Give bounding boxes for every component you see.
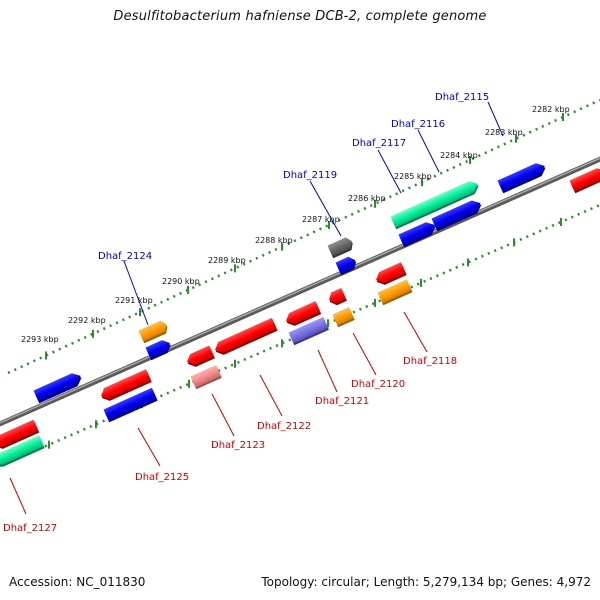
gene-label[interactable]: Dhaf_2116 [391,119,445,130]
scale-label: 2291 kbp [115,296,153,305]
scale-label: 2286 kbp [348,194,386,203]
scale-label: 2283 kbp [485,128,523,137]
gene-feature-orange[interactable] [332,307,355,328]
scale-label: 2284 kbp [440,151,478,160]
gene-label[interactable]: Dhaf_2125 [135,472,189,483]
scale-ticks [45,113,564,449]
gene-feature-blue[interactable] [398,219,438,248]
gene-feature-blue[interactable] [145,338,174,361]
gene-feature-gray[interactable] [327,236,356,259]
gene-label[interactable]: Dhaf_2122 [257,421,311,432]
accession-text: Accession: NC_011830 [9,575,146,589]
gene-feature-purple[interactable] [288,316,329,346]
scale-label: 2287 kbp [302,215,340,224]
map-title: Desulfitobacterium hafniense DCB-2, comp… [113,9,487,24]
label-leader-lines [9,101,504,515]
gene-feature-blue[interactable] [33,370,84,404]
gene-features [0,160,600,469]
scale-labels: 2282 kbp 2283 kbp 2284 kbp 2285 kbp 2286… [21,105,570,344]
gene-feature-red[interactable] [99,369,152,403]
scale-label: 2289 kbp [208,256,246,265]
gene-feature-pink[interactable] [190,365,222,390]
genome-info-text: Topology: circular; Length: 5,279,134 bp… [261,575,591,589]
gene-label[interactable]: Dhaf_2119 [283,170,337,181]
gene-feature-red[interactable] [284,301,322,328]
forward-gene-labels: Dhaf_2115 Dhaf_2116 Dhaf_2117 Dhaf_2119 … [98,92,489,262]
gene-label[interactable]: Dhaf_2121 [315,396,369,407]
gene-feature-red[interactable] [374,262,407,287]
gene-feature-blue[interactable] [431,198,484,232]
gene-feature-green[interactable] [390,178,482,230]
gene-feature-red[interactable] [0,419,40,452]
genome-backbone [0,156,600,427]
scale-label: 2285 kbp [394,172,432,181]
scale-label: 2282 kbp [532,105,570,114]
gene-feature-orange[interactable] [138,319,170,344]
gene-feature-red[interactable] [569,165,600,194]
gene-feature-orange[interactable] [377,279,413,306]
gene-label[interactable]: Dhaf_2117 [352,138,406,149]
gene-feature-green[interactable] [0,435,45,469]
gene-label[interactable]: Dhaf_2127 [3,523,57,534]
gene-feature-red[interactable] [185,345,215,369]
gene-label[interactable]: Dhaf_2118 [403,356,457,367]
reverse-gene-labels: Dhaf_2118 Dhaf_2120 Dhaf_2121 Dhaf_2122 … [3,356,457,534]
gene-label[interactable]: Dhaf_2120 [351,379,405,390]
gene-label[interactable]: Dhaf_2124 [98,251,152,262]
scale-label: 2288 kbp [255,236,293,245]
gene-feature-red[interactable] [213,317,278,357]
gene-feature-blue[interactable] [103,387,158,423]
scale-label: 2292 kbp [68,316,106,325]
gene-feature-blue[interactable] [497,160,548,194]
gene-label[interactable]: Dhaf_2123 [211,440,265,451]
scale-label: 2293 kbp [21,335,59,344]
gene-label[interactable]: Dhaf_2115 [435,92,489,103]
gene-feature-red[interactable] [327,287,347,307]
gene-feature-blue[interactable] [335,255,359,276]
scale-label: 2290 kbp [162,277,200,286]
